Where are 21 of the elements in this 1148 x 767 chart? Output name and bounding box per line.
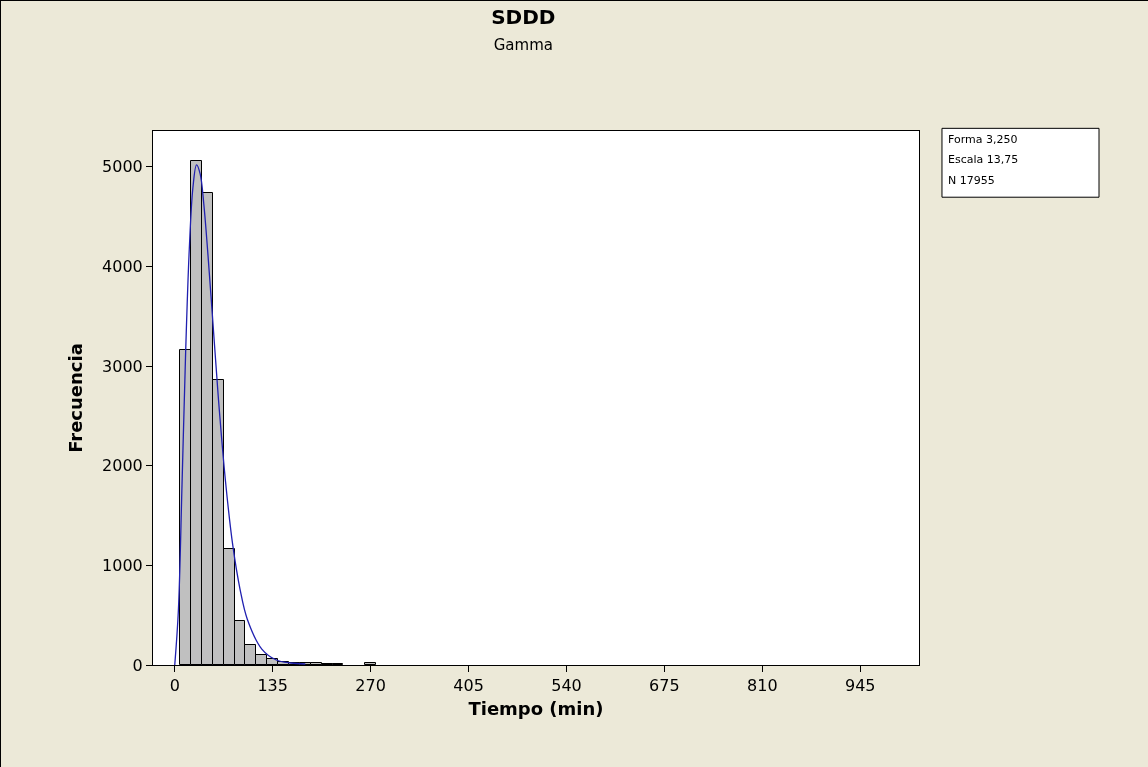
text: Escala 13,75 (948, 153, 1019, 166)
x-tick-label: 135 (257, 676, 288, 696)
y-tick-label: 1000 (102, 555, 143, 575)
x-tick-label: 270 (355, 676, 386, 696)
x-tick-label: 0 (169, 676, 180, 696)
y-tick-label: 3000 (102, 356, 143, 376)
y-tick-label: 0 (132, 655, 143, 675)
x-tick-label: 540 (551, 676, 582, 696)
text: N 17955 (948, 174, 995, 187)
x-tick-label: 675 (649, 676, 680, 696)
x-tick-label: 405 (453, 676, 484, 696)
y-tick-label: 2000 (102, 456, 143, 476)
y-tick-label: 5000 (102, 157, 143, 177)
text: Forma 3,250 (948, 133, 1018, 146)
x-axis-title: Tiempo (min) (468, 698, 604, 720)
x-tick-label: 810 (747, 676, 778, 696)
chart-title: SDDD (491, 5, 556, 30)
y-tick-label: 4000 (102, 257, 143, 277)
y-axis-title: Frecuencia (65, 343, 87, 453)
chart-subtitle: Gamma (493, 36, 553, 55)
x-tick-label: 945 (844, 676, 876, 696)
